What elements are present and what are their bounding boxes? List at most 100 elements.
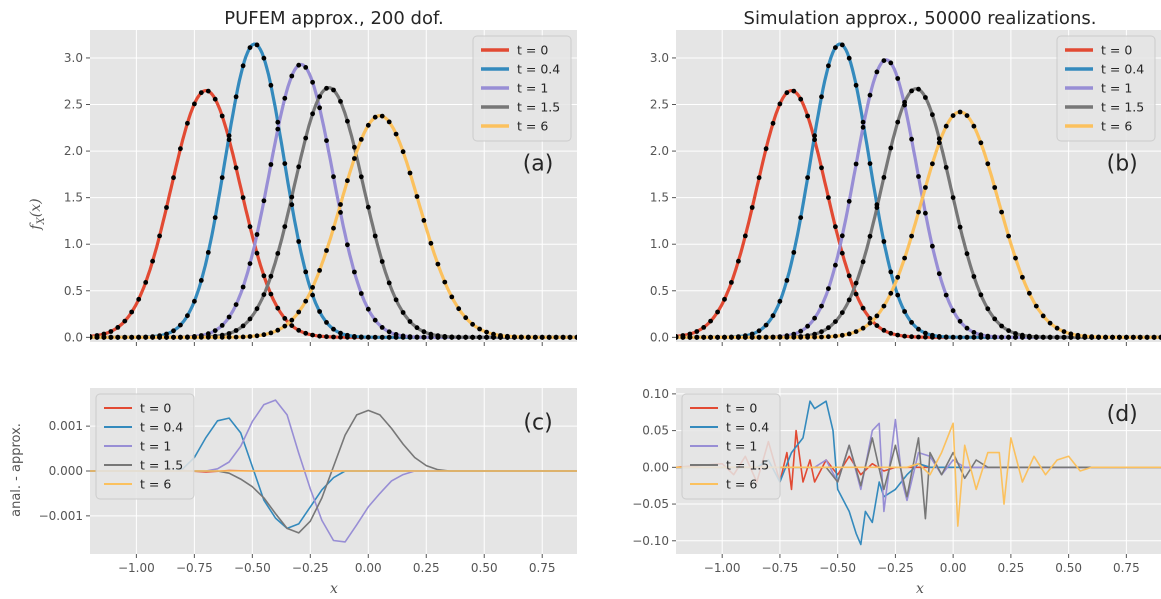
- y-tick-label: 2.0: [650, 144, 669, 158]
- data-point: [303, 330, 309, 336]
- series-line: [90, 409, 577, 534]
- legend-label: t = 1.5: [517, 100, 560, 115]
- data-point: [178, 334, 183, 340]
- y-tick-label: −0.10: [632, 534, 669, 548]
- legend-item: t = 1.5: [104, 458, 183, 473]
- data-point: [749, 205, 755, 210]
- data-point: [226, 314, 232, 320]
- data-point: [185, 120, 190, 126]
- panel-a-ylabel: fX(x): [28, 198, 47, 230]
- legend-label: t = 0.4: [726, 420, 769, 435]
- data-point: [978, 332, 984, 338]
- legend-item: t = 0.4: [104, 420, 183, 435]
- data-point: [860, 325, 866, 331]
- data-point: [226, 137, 232, 143]
- data-point: [219, 323, 225, 328]
- legend-box: [1056, 35, 1156, 142]
- y-tick-label: 3.0: [64, 51, 83, 65]
- data-point: [435, 333, 441, 338]
- data-point: [860, 305, 866, 311]
- data-point: [1103, 334, 1108, 340]
- data-point: [108, 334, 114, 340]
- data-point: [715, 309, 720, 315]
- data-point: [296, 164, 302, 170]
- data-point: [1158, 334, 1161, 340]
- y-tick-label: −0.05: [632, 497, 669, 511]
- panel-label: (d): [1107, 402, 1138, 427]
- data-point: [171, 334, 176, 340]
- data-point: [881, 327, 887, 333]
- svg-text:fX(x): fX(x): [28, 198, 47, 230]
- data-point: [268, 82, 274, 88]
- data-point: [358, 137, 364, 142]
- data-point: [289, 323, 295, 328]
- data-point: [1040, 313, 1046, 319]
- data-point: [407, 170, 413, 176]
- data-point: [881, 58, 887, 63]
- data-point: [1110, 334, 1115, 340]
- data-point: [812, 137, 817, 143]
- legend-label: t = 1.5: [726, 458, 769, 473]
- data-point: [289, 317, 295, 323]
- data-point: [791, 88, 797, 94]
- data-point: [456, 306, 462, 312]
- data-point: [435, 261, 441, 267]
- legend-item: t = 6: [481, 119, 548, 134]
- y-tick-label: 0.5: [650, 284, 669, 298]
- data-point: [331, 225, 336, 231]
- data-point: [853, 329, 859, 334]
- data-point: [282, 323, 288, 329]
- data-point: [860, 124, 866, 130]
- data-point: [463, 334, 469, 340]
- data-point: [331, 174, 336, 180]
- y-tick-label: 0.00: [642, 460, 669, 474]
- data-point: [916, 209, 921, 215]
- data-point: [936, 136, 942, 142]
- data-point: [881, 175, 887, 180]
- data-point: [317, 94, 322, 99]
- x-tick-label: −0.50: [234, 561, 271, 575]
- data-point: [226, 133, 232, 139]
- data-point: [999, 334, 1004, 340]
- data-point: [546, 334, 552, 340]
- data-point: [365, 306, 371, 312]
- data-point: [736, 334, 741, 340]
- data-point: [749, 334, 755, 340]
- data-point: [532, 334, 538, 340]
- x-tick-label: 0.50: [1055, 561, 1082, 575]
- x-tick-label: −0.50: [819, 561, 856, 575]
- data-point: [833, 224, 838, 230]
- data-point: [1006, 233, 1011, 239]
- data-point: [449, 294, 455, 300]
- data-point: [839, 332, 845, 338]
- y-tick-label: 1.5: [650, 191, 669, 205]
- data-point: [352, 156, 357, 161]
- data-point: [386, 280, 392, 286]
- data-point: [254, 42, 260, 48]
- data-point: [477, 326, 482, 332]
- data-point: [874, 323, 880, 328]
- ylabel-f: f: [28, 222, 44, 231]
- data-point: [687, 334, 693, 340]
- data-point: [964, 251, 970, 257]
- data-point: [756, 334, 762, 340]
- data-point: [240, 195, 246, 201]
- legend-box: [95, 393, 195, 500]
- data-point: [512, 334, 517, 340]
- data-point: [205, 334, 211, 340]
- data-point: [421, 334, 427, 340]
- data-point: [289, 73, 295, 79]
- data-point: [971, 274, 977, 279]
- data-point: [192, 298, 197, 304]
- legend-label: t = 1: [140, 439, 171, 454]
- data-point: [282, 316, 288, 321]
- data-point: [867, 316, 873, 321]
- data-point: [233, 94, 239, 100]
- data-point: [268, 273, 274, 279]
- legend-a: t = 0 t = 0.4 t = 1 t = 1.5 t = 6: [472, 35, 572, 142]
- x-tick-label: 0.75: [1113, 561, 1140, 575]
- data-point: [978, 140, 984, 146]
- legend-label: t = 1: [726, 439, 757, 454]
- panel-c-ylabel: anal. - approx.: [9, 423, 24, 517]
- data-point: [345, 332, 350, 338]
